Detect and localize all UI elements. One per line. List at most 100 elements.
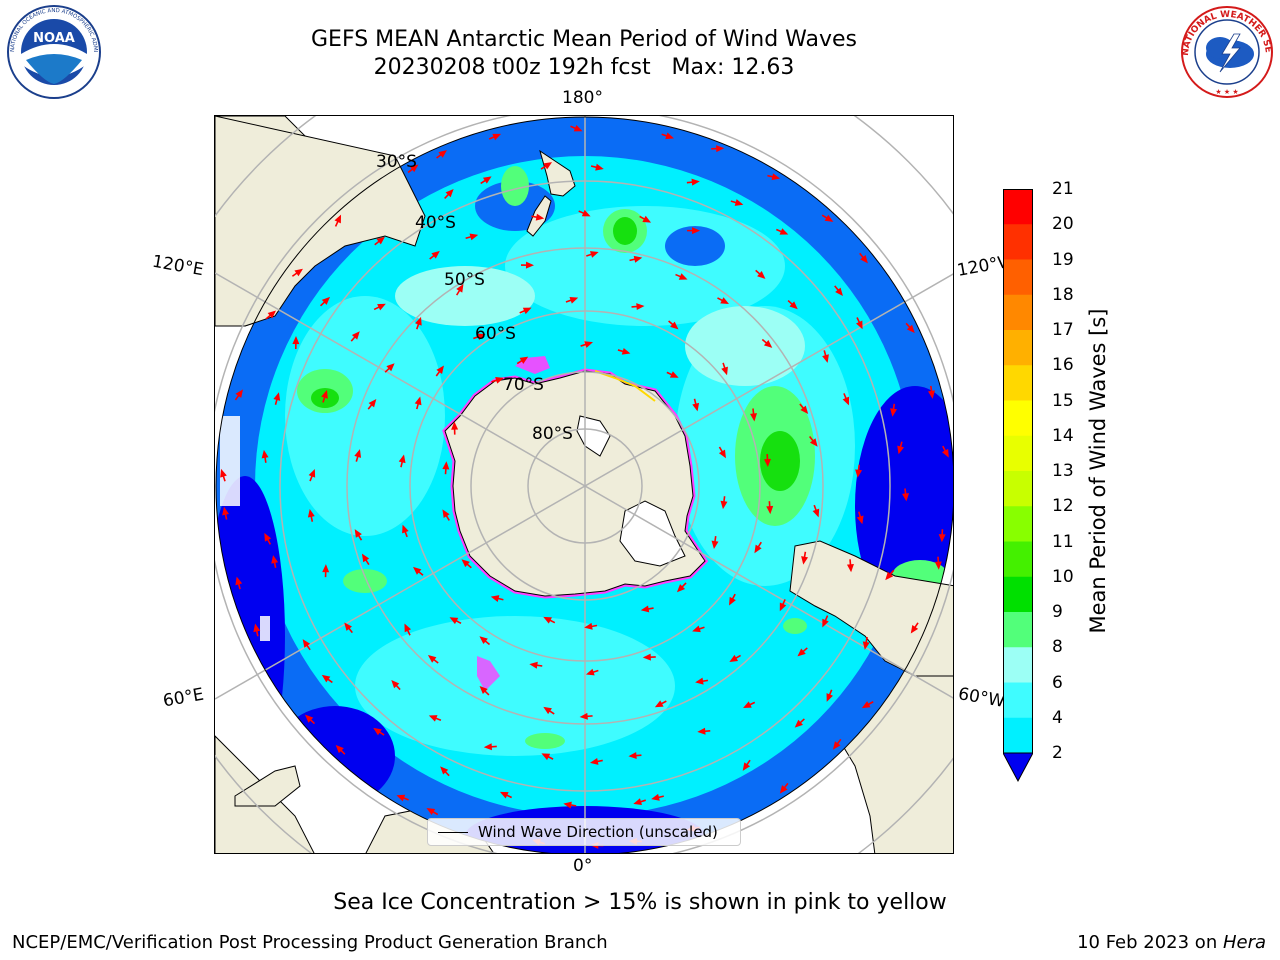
wind-wave-arrow bbox=[264, 532, 272, 545]
wind-wave-arrow bbox=[354, 529, 363, 541]
colorbar-tick-label: 4 bbox=[1052, 707, 1063, 728]
colorbar-tick-label: 14 bbox=[1052, 425, 1074, 446]
wind-wave-arrow bbox=[832, 738, 842, 750]
colorbar-outline bbox=[1003, 189, 1033, 754]
wind-wave-arrow bbox=[271, 555, 279, 568]
wind-wave-arrow bbox=[429, 250, 440, 260]
wind-wave-arrow bbox=[763, 454, 771, 468]
wind-wave-arrow bbox=[717, 297, 729, 305]
wind-wave-arrow bbox=[885, 569, 895, 581]
colorbar-tick-label: 16 bbox=[1052, 355, 1074, 376]
wind-wave-arrow bbox=[580, 341, 594, 348]
wind-wave-arrow bbox=[291, 268, 303, 277]
wind-wave-arrow bbox=[794, 718, 805, 728]
wind-wave-arrow bbox=[711, 536, 719, 550]
wind-wave-arrow bbox=[374, 236, 385, 246]
wind-wave-arrow bbox=[775, 228, 789, 235]
wind-wave-arrow bbox=[821, 214, 834, 222]
wind-wave-arrow bbox=[754, 541, 762, 554]
wind-wave-arrow bbox=[711, 145, 725, 153]
colorbar-tick-label: 20 bbox=[1052, 214, 1074, 235]
wind-wave-arrow bbox=[631, 303, 645, 311]
colorbar-tick-label: 6 bbox=[1052, 672, 1063, 693]
lat-label-40s: 40°S bbox=[415, 213, 456, 233]
wind-wave-arrow bbox=[442, 509, 450, 521]
wind-wave-arrow bbox=[856, 511, 864, 525]
wind-wave-arrow bbox=[322, 564, 330, 578]
wind-wave-arrow bbox=[396, 794, 409, 802]
wind-wave-arrow bbox=[516, 356, 529, 365]
colorbar-segment bbox=[1003, 435, 1033, 472]
colorbar-segment bbox=[1003, 224, 1033, 260]
colorbar-segment bbox=[1003, 189, 1033, 225]
wind-wave-arrow bbox=[234, 389, 244, 401]
wind-wave-arrow bbox=[675, 273, 688, 280]
wind-wave-arrow bbox=[855, 464, 863, 478]
wind-wave-arrow bbox=[856, 317, 863, 330]
colorbar-segment bbox=[1003, 541, 1033, 578]
wind-wave-arrow bbox=[742, 759, 751, 771]
wind-wave-arrow bbox=[842, 393, 850, 406]
colorbar-label: Mean Period of Wind Waves [s] bbox=[1086, 308, 1110, 634]
colorbar-segment bbox=[1003, 365, 1033, 401]
colorbar-tick-label: 8 bbox=[1052, 637, 1063, 658]
polar-map bbox=[214, 115, 954, 854]
wind-wave-arrow bbox=[668, 320, 679, 330]
wind-wave-arrow bbox=[861, 701, 874, 709]
wind-wave-arrow bbox=[565, 297, 579, 304]
wind-wave-arrow bbox=[718, 446, 726, 459]
wind-wave-arrow bbox=[541, 753, 554, 761]
wind-wave-arrow bbox=[639, 215, 652, 223]
wind-wave-arrow bbox=[666, 371, 679, 378]
wind-wave-arrow bbox=[302, 639, 311, 651]
wind-wave-arrow bbox=[590, 163, 604, 171]
colorbar-tick-label: 13 bbox=[1052, 461, 1074, 481]
lat-label-70s: 70°S bbox=[503, 375, 544, 395]
wind-wave-arrow bbox=[928, 385, 935, 399]
wind-wave-arrow bbox=[335, 744, 346, 755]
colorbar-tick-label: 9 bbox=[1052, 602, 1063, 622]
wind-wave-arrow bbox=[720, 496, 728, 510]
wind-wave-arrow bbox=[344, 622, 353, 634]
wind-wave-arrow bbox=[859, 252, 868, 264]
footer-date: 10 Feb 2023 on bbox=[1077, 932, 1223, 953]
wind-wave-arrow bbox=[384, 363, 395, 373]
wind-wave-arrow bbox=[479, 685, 490, 696]
wind-wave-arrow bbox=[391, 679, 401, 691]
lat-label-60s: 60°S bbox=[475, 324, 516, 344]
wind-wave-arrow bbox=[787, 299, 798, 310]
wind-wave-arrow bbox=[812, 504, 820, 518]
colorbar-segment bbox=[1003, 259, 1033, 296]
colorbar-tick-label: 11 bbox=[1052, 531, 1074, 552]
wind-wave-arrow bbox=[729, 654, 741, 662]
wind-wave-arrow bbox=[415, 316, 422, 330]
wind-wave-arrow bbox=[687, 227, 701, 235]
wind-wave-arrow bbox=[499, 791, 512, 799]
lat-label-50s: 50°S bbox=[444, 270, 485, 290]
noaa-logo: NOAA NATIONAL OCEANIC AND ATMOSPHERIC AD… bbox=[1, 0, 104, 100]
wind-wave-arrow bbox=[480, 176, 492, 185]
wind-wave-arrow bbox=[320, 296, 331, 307]
wind-wave-arrow bbox=[531, 213, 545, 221]
wind-wave-arrow bbox=[730, 199, 744, 206]
wind-wave-arrow bbox=[822, 615, 829, 628]
wind-wave-arrows bbox=[220, 124, 949, 849]
lon-label-60w: 60°W bbox=[956, 684, 1007, 712]
wind-wave-arrow bbox=[579, 712, 593, 720]
wind-wave-arrow bbox=[897, 441, 904, 455]
wind-wave-arrow bbox=[633, 798, 647, 805]
colorbar-tick-label: 10 bbox=[1052, 566, 1074, 587]
wind-wave-arrow bbox=[822, 350, 829, 363]
colorbar-segment bbox=[1003, 330, 1033, 366]
graticule bbox=[215, 116, 953, 853]
title-line-2: 20230208 t00z 192h fcst Max: 12.63 bbox=[373, 55, 795, 80]
wind-wave-arrow bbox=[292, 336, 300, 350]
wind-wave-arrow bbox=[761, 338, 773, 348]
wind-wave-arrow bbox=[273, 392, 281, 405]
wind-wave-arrow bbox=[540, 162, 553, 170]
wind-wave-arrow bbox=[834, 285, 843, 296]
wind-wave-arrow bbox=[808, 435, 818, 447]
wind-wave-arrow bbox=[350, 331, 360, 342]
wind-wave-arrow bbox=[414, 396, 422, 410]
wind-wave-arrow bbox=[427, 655, 439, 664]
